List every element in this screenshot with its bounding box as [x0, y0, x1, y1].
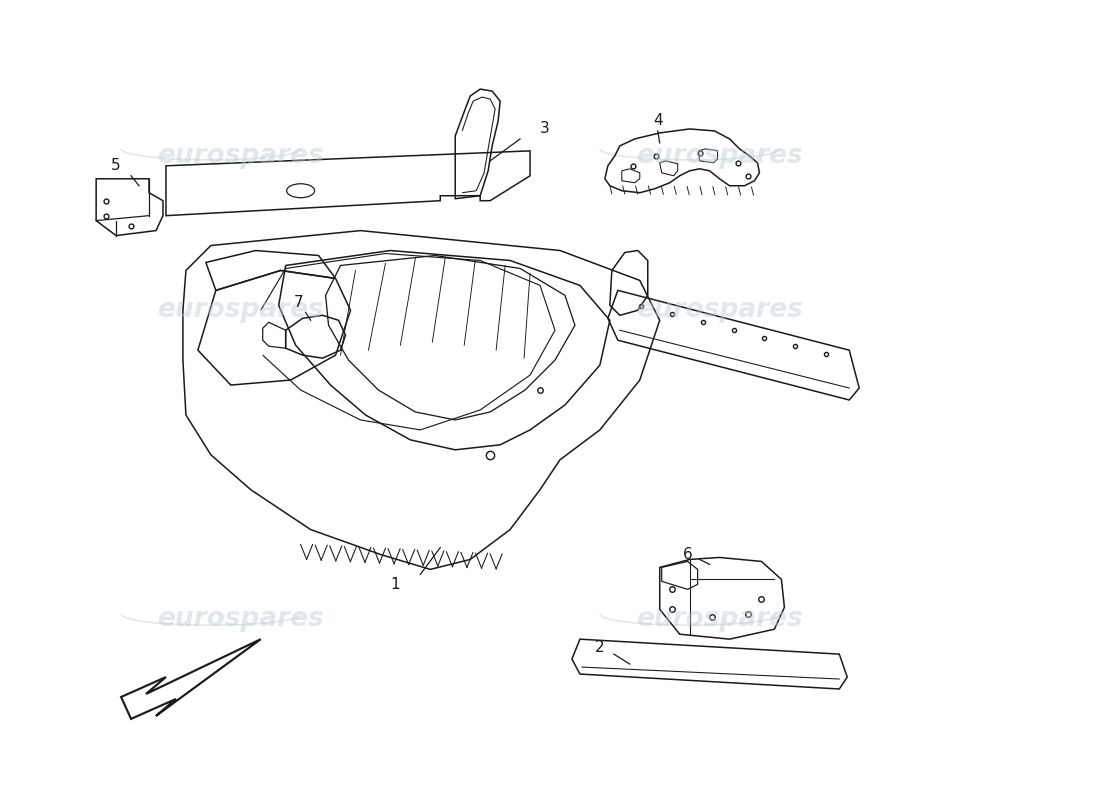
Text: eurospares: eurospares	[157, 298, 324, 323]
Text: 5: 5	[111, 158, 121, 174]
Text: eurospares: eurospares	[636, 298, 803, 323]
Text: 4: 4	[653, 114, 662, 129]
Text: 3: 3	[540, 122, 550, 137]
Text: eurospares: eurospares	[636, 606, 803, 632]
Text: eurospares: eurospares	[157, 143, 324, 169]
Text: 1: 1	[390, 577, 400, 592]
Text: eurospares: eurospares	[636, 143, 803, 169]
Text: 7: 7	[294, 295, 304, 310]
Text: eurospares: eurospares	[157, 606, 324, 632]
Text: 6: 6	[683, 547, 693, 562]
Text: 2: 2	[595, 640, 605, 654]
